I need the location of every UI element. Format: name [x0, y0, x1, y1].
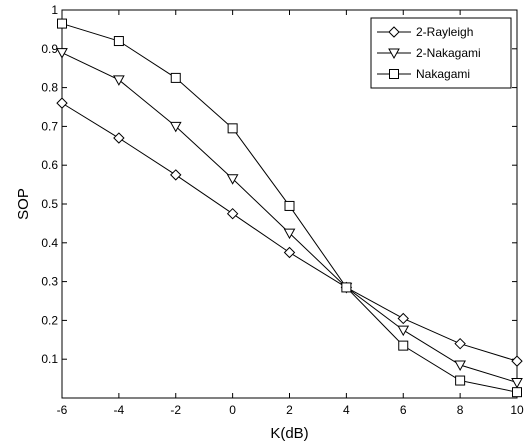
- legend-label: 2-Nakagami: [416, 46, 481, 60]
- data-point: [56, 48, 68, 59]
- data-point: [283, 246, 296, 259]
- data-point: [170, 72, 181, 83]
- data-point: [398, 340, 409, 351]
- y-tick-label: 0.1: [41, 352, 58, 366]
- y-tick-label: 0.6: [41, 158, 58, 172]
- data-point: [113, 132, 125, 144]
- series-nakagami: [57, 18, 522, 398]
- legend-item: Nakagami: [377, 67, 470, 81]
- x-tick-label: -2: [170, 403, 181, 417]
- x-tick-label: -6: [57, 403, 68, 417]
- y-tick-label: 0.9: [41, 42, 58, 56]
- data-point: [455, 375, 466, 386]
- data-point: [511, 355, 523, 367]
- data-point: [512, 387, 522, 398]
- legend-marker: [389, 69, 399, 79]
- y-tick-label: 1: [51, 3, 58, 17]
- data-point: [284, 200, 295, 211]
- x-tick-label: -4: [114, 403, 125, 417]
- data-point: [113, 36, 124, 47]
- data-point: [170, 169, 182, 181]
- data-point: [341, 282, 352, 293]
- data-point: [454, 337, 466, 350]
- x-tick-label: 0: [229, 403, 236, 417]
- data-point: [397, 325, 410, 337]
- y-tick-label: 0.4: [41, 236, 58, 250]
- x-tick-label: 10: [510, 403, 524, 417]
- series-2-nakagami: [56, 48, 523, 389]
- data-point: [169, 121, 182, 133]
- data-point: [454, 360, 466, 372]
- data-point: [227, 123, 238, 134]
- legend-item: 2-Nakagami: [377, 46, 481, 60]
- x-tick-label: 4: [343, 403, 350, 417]
- data-point: [511, 377, 523, 389]
- data-point: [57, 18, 67, 29]
- series-line: [61, 52, 518, 383]
- y-axis-title: SOP: [15, 188, 32, 220]
- legend-item: 2-Rayleigh: [377, 25, 473, 39]
- data-point: [226, 174, 239, 185]
- legend-label: Nakagami: [416, 67, 470, 81]
- x-tick-label: 2: [286, 403, 293, 417]
- data-point: [56, 97, 68, 109]
- legend: 2-Rayleigh 2-Nakagami Nakagami: [370, 17, 512, 89]
- x-axis-title: K(dB): [270, 425, 308, 442]
- y-tick-label: 0.2: [41, 313, 58, 327]
- series-group: [56, 18, 523, 398]
- data-point: [397, 312, 409, 325]
- data-point: [226, 207, 239, 220]
- axes: -6 -4 -2 0 2 4 6 8 10 0.1 0.2 0.3 0.4 0.5 0.6 0.7 0.8 0.9…: [15, 3, 524, 442]
- y-tick-label: 0.8: [41, 81, 58, 95]
- x-tick-label: 8: [457, 403, 464, 417]
- data-point: [283, 228, 296, 240]
- x-tick-label: 6: [400, 403, 407, 417]
- y-tick-label: 0.5: [41, 197, 58, 211]
- y-tick-label: 0.7: [41, 119, 58, 133]
- data-point: [113, 75, 125, 86]
- legend-marker: [388, 48, 400, 60]
- legend-marker: [388, 26, 400, 38]
- legend-label: 2-Rayleigh: [416, 25, 473, 39]
- y-tick-label: 0.3: [41, 275, 58, 289]
